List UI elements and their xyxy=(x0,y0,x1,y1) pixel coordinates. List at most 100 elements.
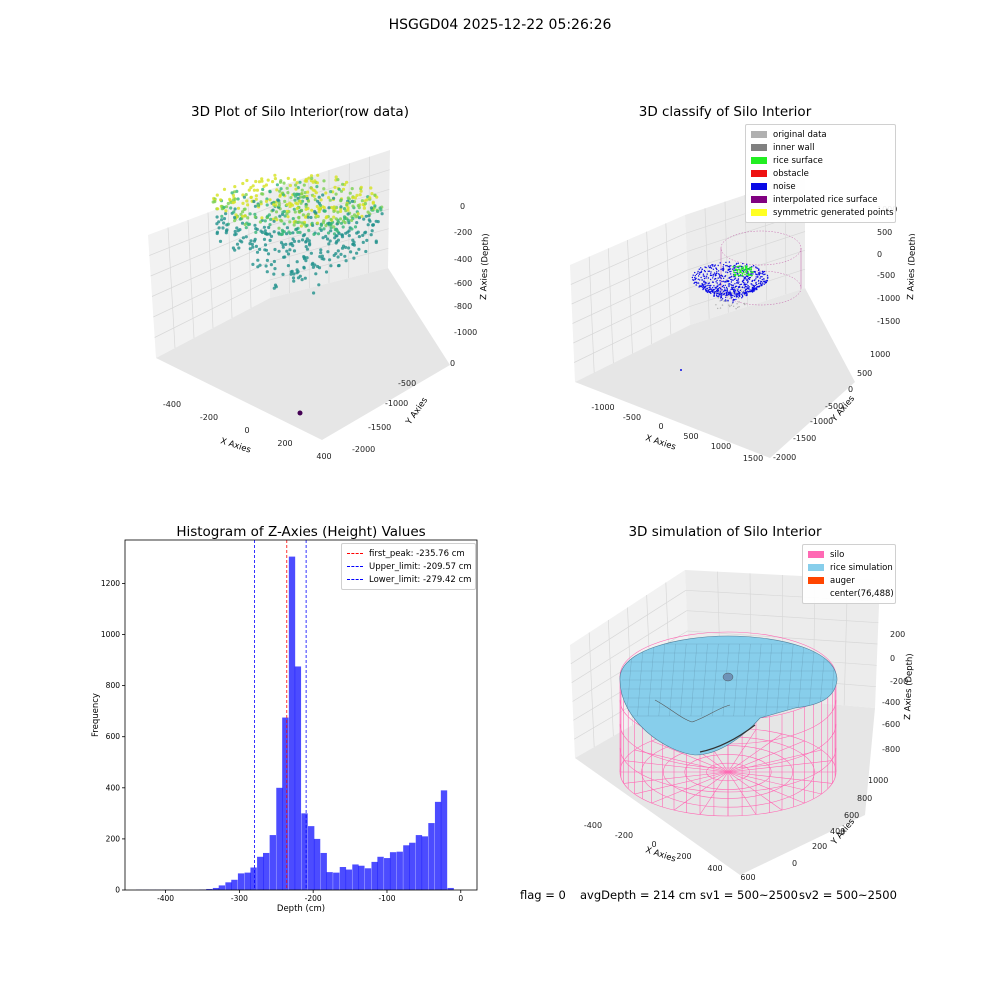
legend-item-inner-wall: inner wall xyxy=(751,141,890,154)
histogram-bar xyxy=(257,856,264,890)
histogram-bar xyxy=(231,879,238,890)
legend-item-lower-limit: Lower_limit: -279.42 cm xyxy=(347,573,471,586)
legend-swatch xyxy=(751,131,767,138)
legend-swatch xyxy=(751,144,767,151)
histogram-bar xyxy=(358,865,365,890)
legend-swatch xyxy=(751,157,767,164)
legend-swatch xyxy=(347,579,363,580)
histogram-bar xyxy=(333,872,340,890)
histogram-x-tick-label: -400 xyxy=(157,894,174,903)
histogram-frame xyxy=(124,539,478,891)
histogram-bar xyxy=(377,856,384,890)
footer-sv2: sv2 = 500~2500 xyxy=(799,888,897,902)
p2-y-tick: -500 xyxy=(825,402,843,411)
histogram-bar xyxy=(428,823,435,890)
panel2-title: 3D classify of Silo Interior xyxy=(638,104,812,120)
histogram-bar xyxy=(384,858,391,890)
p4-y-tick: 1000 xyxy=(868,776,888,785)
histogram-bar xyxy=(409,842,416,890)
histogram-x-tick-label: 0 xyxy=(458,894,463,903)
panel2-legend: original data inner wall rice surface ob… xyxy=(745,124,896,223)
p4-y-tick: 400 xyxy=(830,827,845,836)
figure-suptitle: HSGGD04 2025-12-22 05:26:26 xyxy=(388,17,612,33)
rice-simulation-surface xyxy=(619,635,838,756)
legend-item-center: center(76,488) xyxy=(808,587,894,600)
p2-z-label: Z Axies (Depth) xyxy=(906,233,915,300)
p2-x-tick: 1000 xyxy=(711,442,731,451)
p2-z-tick: -1500 xyxy=(877,317,900,326)
histogram-bar xyxy=(288,556,296,890)
legend-item-silo: silo xyxy=(808,548,890,561)
histogram-y-tick-label: 200 xyxy=(106,834,121,843)
p4-x-tick: -400 xyxy=(584,821,602,830)
p2-z-tick: 500 xyxy=(877,228,892,237)
legend-swatch xyxy=(751,170,767,177)
histogram-x-tick-label: -200 xyxy=(305,894,322,903)
histogram-bar xyxy=(326,872,333,890)
legend-item-obstacle: obstacle xyxy=(751,167,890,180)
p1-z-tick: 0 xyxy=(460,202,465,211)
histogram-bar xyxy=(364,868,372,890)
p1-x-tick: 200 xyxy=(277,439,292,448)
histogram-bar xyxy=(396,851,403,890)
histogram-x-label: Depth (cm) xyxy=(277,904,325,914)
p2-x-tick: 500 xyxy=(683,432,698,441)
legend-item-upper-limit: Upper_limit: -209.57 cm xyxy=(347,560,472,573)
histogram-x-tick-label: -300 xyxy=(231,894,248,903)
p2-z-tick: -1000 xyxy=(877,294,900,303)
histogram-bar xyxy=(269,835,276,890)
p2-y-tick: -1500 xyxy=(793,434,816,443)
panel1-plot: -400 -200 0 200 400 0 -500 -1000 -1500 -… xyxy=(148,150,491,461)
histogram-y-tick-label: 800 xyxy=(106,681,121,690)
p2-x-label: X Axies xyxy=(644,433,677,452)
p1-x-tick: -400 xyxy=(163,400,181,409)
histogram-bar xyxy=(415,835,423,890)
p1-x-tick: 400 xyxy=(316,452,331,461)
histogram-bar xyxy=(212,887,220,890)
histogram-y-tick-label: 400 xyxy=(106,783,121,792)
legend-swatch xyxy=(808,577,824,584)
p2-y-tick: -1000 xyxy=(810,417,833,426)
histogram-bar xyxy=(276,787,283,890)
p4-x-label: X Axies xyxy=(644,845,677,864)
legend-item-symmetric: symmetric generated points xyxy=(751,206,894,219)
histogram-bar xyxy=(352,864,359,890)
legend-swatch xyxy=(751,209,767,216)
p4-y-tick: 0 xyxy=(792,859,797,868)
histogram-bar xyxy=(440,790,448,890)
histogram-bar xyxy=(262,852,270,890)
histogram-bar xyxy=(225,882,232,890)
p1-y-tick: -2000 xyxy=(352,445,375,454)
p1-z-tick: -600 xyxy=(454,279,472,288)
footer-flag: flag = 0 xyxy=(520,888,566,902)
p1-z-tick: -1000 xyxy=(454,328,477,337)
p4-x-tick: 400 xyxy=(707,864,722,873)
legend-swatch xyxy=(808,551,824,558)
histogram-bar xyxy=(237,873,245,890)
histogram-bar xyxy=(218,885,226,890)
histogram-bar xyxy=(244,872,251,890)
panel1-scatter-points xyxy=(211,173,384,295)
p4-y-tick: 600 xyxy=(844,811,859,820)
auger-marker xyxy=(722,672,734,682)
histogram-x-tick-label: -100 xyxy=(378,894,395,903)
histogram-bar xyxy=(301,813,308,890)
p4-y-tick: 800 xyxy=(857,794,872,803)
p4-x-tick: 600 xyxy=(740,873,755,880)
footer-avg-depth: avgDepth = 214 cm xyxy=(580,888,697,902)
p2-x-tick: -500 xyxy=(623,413,641,422)
histogram-bar xyxy=(434,801,442,890)
histogram-bar xyxy=(320,852,327,890)
histogram-bar xyxy=(371,861,378,890)
legend-item-noise: noise xyxy=(751,180,890,193)
p1-y-tick: -1500 xyxy=(368,423,391,432)
histogram-bar xyxy=(294,666,302,890)
legend-swatch xyxy=(808,564,824,571)
panel2-noise-outlier xyxy=(680,369,682,371)
p1-x-tick: 0 xyxy=(244,426,249,435)
histogram-bar xyxy=(389,852,397,890)
p4-z-label: Z Axies (Depth) xyxy=(903,653,915,720)
p4-z-tick: -800 xyxy=(882,745,900,754)
p4-z-tick: 200 xyxy=(890,630,905,639)
histogram-bar xyxy=(282,717,289,890)
